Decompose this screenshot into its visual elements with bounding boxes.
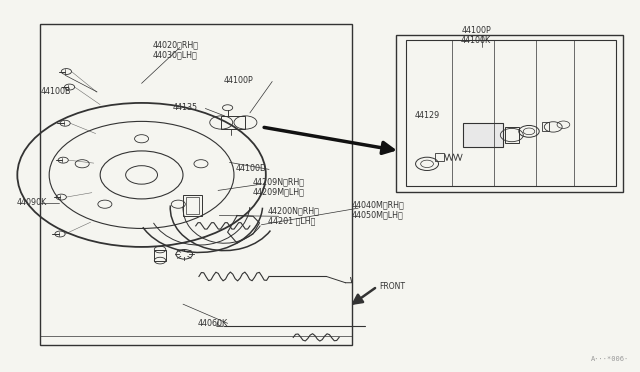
Text: 44100B: 44100B — [41, 87, 72, 96]
Text: 44100D: 44100D — [236, 164, 267, 173]
Text: 44135: 44135 — [172, 103, 197, 112]
Bar — [505, 127, 519, 143]
Bar — [221, 116, 246, 129]
Text: 44100P: 44100P — [223, 76, 253, 85]
Text: 44050M〈LH〉: 44050M〈LH〉 — [351, 210, 403, 219]
Text: 44060K: 44060K — [198, 319, 228, 328]
Bar — [396, 35, 623, 192]
Text: 44129: 44129 — [414, 111, 440, 121]
Bar — [463, 123, 503, 147]
Text: A···*006·: A···*006· — [591, 356, 629, 362]
Bar — [541, 122, 549, 131]
Bar — [183, 195, 202, 215]
Bar — [40, 23, 352, 345]
Text: FRONT: FRONT — [380, 282, 405, 291]
Text: 44020〈RH〉: 44020〈RH〉 — [152, 41, 198, 49]
Text: 44040M〈RH〉: 44040M〈RH〉 — [351, 200, 404, 209]
Bar — [435, 153, 444, 161]
Bar — [154, 250, 166, 260]
Bar — [186, 197, 199, 214]
Text: 44200N〈RH〉: 44200N〈RH〉 — [268, 206, 319, 216]
Text: 44100K: 44100K — [461, 36, 491, 45]
Text: 44209N〈RH〉: 44209N〈RH〉 — [253, 177, 305, 186]
Text: 44100P: 44100P — [461, 26, 491, 35]
Text: 44209M〈LH〉: 44209M〈LH〉 — [253, 187, 305, 196]
Text: 44201 〈LH〉: 44201 〈LH〉 — [268, 217, 315, 225]
Text: 44030〈LH〉: 44030〈LH〉 — [152, 51, 197, 60]
Text: 44090K: 44090K — [17, 198, 47, 207]
Bar — [406, 40, 616, 186]
